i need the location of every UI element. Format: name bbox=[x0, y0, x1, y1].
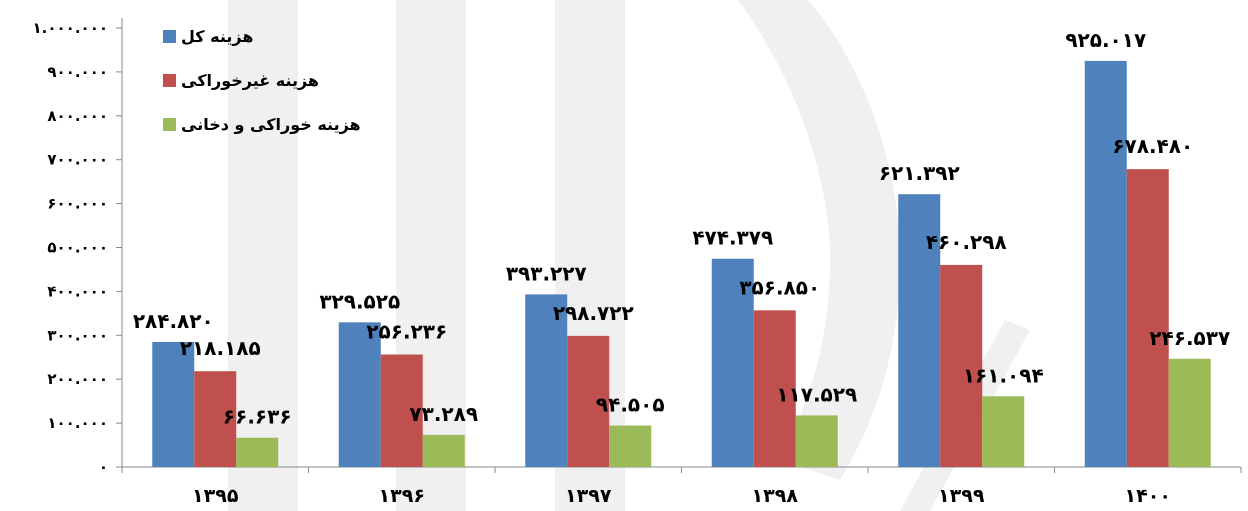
data-label: ۹۴.۵۰۵ bbox=[596, 393, 665, 417]
y-tick-label: ۰ bbox=[99, 458, 108, 476]
data-label: ۱۶۱.۰۹۴ bbox=[963, 363, 1044, 387]
bar bbox=[609, 425, 652, 467]
x-tick-label: ۱۳۹۷ bbox=[565, 485, 612, 507]
legend-label: هزینه غیرخوراکی bbox=[181, 71, 319, 90]
bar bbox=[1084, 60, 1127, 467]
legend-swatch bbox=[163, 74, 176, 87]
y-tick-label: ۷۰۰.۰۰۰ bbox=[47, 151, 108, 169]
data-label: ۴۶۰.۲۹۸ bbox=[926, 230, 1007, 254]
data-labels: ۲۸۴.۸۲۰ ۳۲۹.۵۲۵ ۳۹۳.۲۲۷ ۴۷۴.۳۷۹ ۶۲۱.۳۹۲ ۹۲۵.۰… bbox=[133, 28, 1230, 429]
bar bbox=[1126, 169, 1169, 467]
bar bbox=[753, 310, 796, 467]
data-label: ۲۴۶.۵۳۷ bbox=[1149, 326, 1230, 350]
y-tick-label: ۸۰۰.۰۰۰ bbox=[47, 107, 108, 125]
legend: هزینه کل هزینه غیرخوراکی هزینه خوراکی و دخ… bbox=[163, 27, 361, 134]
legend-swatch bbox=[163, 30, 176, 43]
bar bbox=[982, 396, 1025, 467]
data-label: ۳۲۹.۵۲۵ bbox=[319, 289, 400, 313]
bar bbox=[898, 194, 941, 467]
data-label: ۶۲۱.۳۹۲ bbox=[879, 161, 960, 185]
legend-swatch bbox=[163, 118, 176, 131]
bar bbox=[567, 335, 610, 467]
data-label: ۳۹۳.۲۲۷ bbox=[506, 261, 587, 285]
bar bbox=[422, 434, 465, 467]
data-label: ۷۳.۲۸۹ bbox=[409, 402, 478, 426]
data-label: ۶۶.۶۳۶ bbox=[223, 405, 292, 429]
data-label: ۲۸۴.۸۲۰ bbox=[133, 309, 214, 333]
data-label: ۲۹۸.۷۲۲ bbox=[553, 301, 634, 325]
bar bbox=[194, 371, 237, 467]
x-tick-label: ۱۳۹۹ bbox=[938, 485, 985, 507]
y-tick-label: ۱.۰۰۰.۰۰۰ bbox=[33, 19, 108, 37]
y-tick-label: ۴۰۰.۰۰۰ bbox=[47, 282, 108, 300]
data-label: ۲۱۸.۱۸۵ bbox=[180, 336, 261, 360]
legend-label: هزینه کل bbox=[181, 27, 253, 46]
x-tick-label: ۱۳۹۸ bbox=[752, 485, 799, 507]
y-tick-label: ۵۰۰.۰۰۰ bbox=[47, 239, 108, 257]
data-label: ۶۷۸.۴۸۰ bbox=[1112, 134, 1193, 158]
y-tick-label: ۲۰۰.۰۰۰ bbox=[47, 370, 108, 388]
y-tick-label: ۶۰۰.۰۰۰ bbox=[47, 195, 108, 213]
y-tick-label: ۳۰۰.۰۰۰ bbox=[47, 326, 108, 344]
data-label: ۳۵۶.۸۵۰ bbox=[739, 275, 820, 299]
data-label: ۲۵۶.۲۳۶ bbox=[366, 320, 447, 344]
bar bbox=[795, 415, 838, 467]
data-label: ۹۲۵.۰۱۷ bbox=[1065, 28, 1146, 52]
y-tick-label: ۹۰۰.۰۰۰ bbox=[47, 63, 108, 81]
y-tick-label: ۱۰۰.۰۰۰ bbox=[47, 414, 108, 432]
x-tick-label: ۱۳۹۶ bbox=[379, 485, 425, 507]
x-tick-label: ۱۳۹۵ bbox=[192, 485, 239, 507]
x-axis: ۱۳۹۵ ۱۳۹۶ ۱۳۹۷ ۱۳۹۸ ۱۳۹۹ ۱۴۰۰ bbox=[121, 466, 1242, 507]
y-axis: ۰ ۱۰۰.۰۰۰ ۲۰۰.۰۰۰ ۳۰۰.۰۰۰ ۴۰۰.۰۰۰ ۵۰۰.۰۰۰ ۶۰۰.… bbox=[33, 18, 123, 476]
legend-label: هزینه خوراکی و دخانی bbox=[181, 115, 361, 134]
bar bbox=[152, 341, 195, 467]
x-tick-label: ۱۴۰۰ bbox=[1125, 485, 1171, 507]
bar bbox=[236, 437, 279, 467]
bars bbox=[152, 60, 1211, 467]
bar bbox=[380, 354, 423, 467]
data-label: ۱۱۷.۵۲۹ bbox=[776, 382, 857, 406]
bar bbox=[338, 322, 381, 467]
bar bbox=[525, 294, 568, 467]
bar bbox=[940, 264, 983, 467]
data-label: ۴۷۴.۳۷۹ bbox=[692, 226, 773, 250]
bar bbox=[1168, 358, 1211, 467]
bar bbox=[711, 258, 754, 467]
